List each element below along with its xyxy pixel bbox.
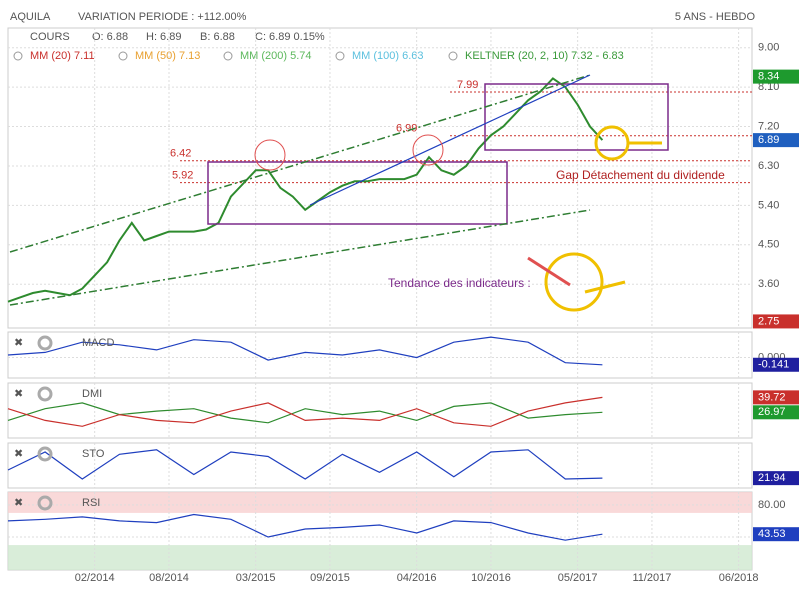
annotations: Gap Détachement du dividende Tendance de… — [9, 74, 725, 312]
x-tick-label: 09/2015 — [310, 572, 350, 584]
level-label: 6.42 — [170, 148, 191, 160]
range-box — [207, 161, 508, 225]
x-tick-label: 05/2017 — [558, 572, 598, 584]
settings-icon — [37, 446, 53, 462]
value-tag — [753, 69, 799, 84]
value-tag-label: 43.53 — [758, 528, 786, 540]
series-line — [7, 449, 603, 480]
panel-title: MACD — [82, 337, 114, 349]
panel — [7, 382, 753, 439]
quote-name: COURS — [30, 31, 70, 43]
close-icon: ✖ — [14, 497, 23, 509]
trend-line — [9, 209, 591, 306]
close-icon: ✖ — [14, 337, 23, 349]
series-line — [7, 513, 603, 541]
x-tick-label: 03/2015 — [236, 572, 276, 584]
y-tick-label: 7.20 — [758, 120, 779, 132]
value-tag-label: 6.89 — [758, 134, 779, 146]
quote-info: C: 6.89 0.15% — [255, 31, 325, 43]
x-tick-label: 02/2014 — [75, 572, 115, 584]
quote-info: B: 6.88 — [200, 31, 235, 43]
settings-icon — [37, 335, 53, 351]
y-tick-label: 8.10 — [758, 81, 779, 93]
overbought-zone — [8, 492, 752, 513]
settings-icon — [37, 386, 53, 402]
value-tag-label: 8.34 — [758, 71, 779, 83]
level-label: 6.99 — [396, 123, 417, 135]
legend-icon — [223, 51, 233, 61]
value-tag — [753, 133, 799, 148]
trend-line — [309, 74, 591, 206]
legend-entry: MM (20) 7.11 — [30, 50, 95, 62]
circle — [254, 139, 286, 171]
value-tag — [753, 405, 799, 420]
value-tag — [753, 314, 799, 329]
circle — [412, 134, 444, 166]
legend-icon — [335, 51, 345, 61]
oversold-zone — [8, 545, 752, 570]
value-tag — [753, 471, 799, 486]
panel — [7, 442, 753, 489]
legend-entry: KELTNER (20, 2, 10) 7.32 - 6.83 — [465, 50, 624, 62]
trend-line — [9, 74, 591, 253]
circle — [544, 252, 604, 312]
level-label: 7.99 — [457, 79, 478, 91]
legend-entry: MM (100) 6.63 — [352, 50, 424, 62]
series-line — [7, 336, 603, 366]
series-line — [7, 77, 604, 303]
y-tick-label: 3.60 — [758, 278, 779, 290]
x-tick-label: 06/2018 — [719, 572, 759, 584]
panel-title: DMI — [82, 388, 102, 400]
close-icon: ✖ — [14, 448, 23, 460]
panel — [7, 27, 753, 329]
y-tick-label: 5.40 — [758, 199, 779, 211]
arrow — [584, 280, 626, 294]
settings-icon — [37, 495, 53, 511]
period[interactable]: 5 ANS - HEBDO — [675, 11, 756, 23]
y-tick-label: 9.00 — [758, 42, 779, 54]
x-tick-label: 10/2016 — [471, 572, 511, 584]
value-tag-label: 2.75 — [758, 315, 779, 327]
series-line — [7, 402, 603, 424]
x-tick-label: 11/2017 — [632, 572, 671, 584]
variation: VARIATION PERIODE : +112.00% — [78, 11, 247, 23]
value-tag — [753, 527, 799, 542]
level-label: 5.92 — [172, 170, 193, 182]
y-tick-label: 6.30 — [758, 160, 779, 172]
y-tick-label: 80.00 — [758, 499, 786, 511]
quote-info: O: 6.88 — [92, 31, 128, 43]
x-tick-label: 04/2016 — [397, 572, 437, 584]
legend-icon — [448, 51, 458, 61]
ticker: AQUILA — [10, 11, 51, 23]
range-box — [484, 83, 669, 151]
annotation: Tendance des indicateurs : — [388, 276, 531, 290]
x-tick-label: 08/2014 — [149, 572, 189, 584]
panel-title: RSI — [82, 497, 100, 509]
panel-title: STO — [82, 448, 105, 460]
series-line — [7, 396, 603, 427]
annotation: Gap Détachement du dividende — [556, 168, 725, 182]
legend-icon — [118, 51, 128, 61]
value-tag-label: 39.72 — [758, 391, 786, 403]
value-tag — [753, 357, 799, 372]
legend-entry: MM (200) 5.74 — [240, 50, 312, 62]
legend-icon — [13, 51, 23, 61]
y-tick-label: 4.50 — [758, 239, 779, 251]
close-icon: ✖ — [14, 388, 23, 400]
legend-entry: MM (50) 7.13 — [135, 50, 200, 62]
value-tag-label: 21.94 — [758, 472, 786, 484]
value-tag-label: 26.97 — [758, 406, 786, 418]
quote-info: H: 6.89 — [146, 31, 181, 43]
value-tag — [753, 390, 799, 405]
arrow — [527, 256, 571, 287]
value-tag-label: -0.141 — [758, 359, 789, 371]
